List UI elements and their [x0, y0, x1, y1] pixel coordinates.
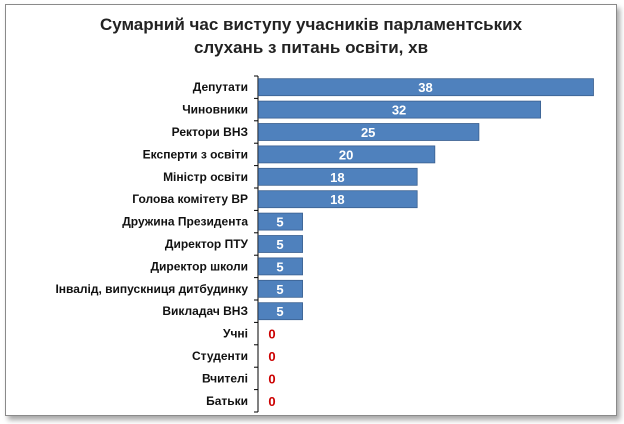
category-label: Викладач ВНЗ [162, 304, 248, 318]
category-label: Батьки [206, 394, 248, 408]
bar-value-label: 32 [392, 103, 406, 118]
bar [258, 100, 542, 119]
bar-value-label: 18 [330, 170, 344, 185]
category-label: Учні [223, 327, 248, 341]
bar-value-label: 5 [276, 282, 283, 297]
bar [258, 78, 594, 97]
category-label: Голова комітету ВР [132, 192, 248, 206]
bar-value-label: 0 [268, 371, 275, 386]
category-label: Ректори ВНЗ [172, 125, 248, 139]
category-label: Дружина Президента [122, 215, 248, 229]
category-label: Інвалід, випускниця дитбудинку [55, 282, 248, 296]
bar [258, 235, 303, 253]
chart-frame: Сумарний час виступу учасників парламент… [5, 4, 617, 416]
bar-value-label: 0 [268, 327, 275, 342]
bar-chart-plot: Депутати 38 Чиновники 32 Ректори ВНЗ 25 Експер… [55, 75, 594, 413]
bar-value-label: 38 [418, 80, 432, 95]
bar-value-label: 5 [276, 259, 283, 274]
bar [258, 190, 418, 209]
chart-title-line-2: слухань з питань освіти, хв [193, 38, 429, 57]
bar [258, 123, 480, 141]
category-label: Чиновники [182, 103, 248, 117]
bar-value-label: 0 [268, 349, 275, 364]
bar-value-label: 0 [268, 394, 275, 409]
bar-value-label: 5 [276, 237, 283, 252]
bar [258, 279, 303, 298]
bar [258, 145, 436, 164]
chart-title-line-1: Сумарний час виступу учасників парламент… [99, 15, 523, 34]
bar [258, 212, 303, 231]
category-label: Депутати [193, 80, 248, 94]
bar-value-label: 5 [276, 304, 283, 319]
category-label: Директор школи [150, 259, 248, 273]
category-label: Вчителі [202, 371, 248, 385]
category-label: Експерти з освіти [143, 147, 248, 161]
bar [258, 167, 418, 186]
bar [258, 302, 303, 321]
chart-title: Сумарний час виступу учасників парламент… [6, 13, 616, 59]
category-label: Директор ПТУ [165, 237, 249, 251]
bar-value-label: 25 [361, 125, 375, 140]
bar-value-label: 18 [330, 192, 344, 207]
category-label: Міністр освіти [163, 170, 248, 184]
bar [258, 257, 303, 276]
bar-value-label: 5 [276, 215, 283, 230]
category-label: Студенти [192, 349, 248, 363]
bar-value-label: 20 [339, 147, 353, 162]
